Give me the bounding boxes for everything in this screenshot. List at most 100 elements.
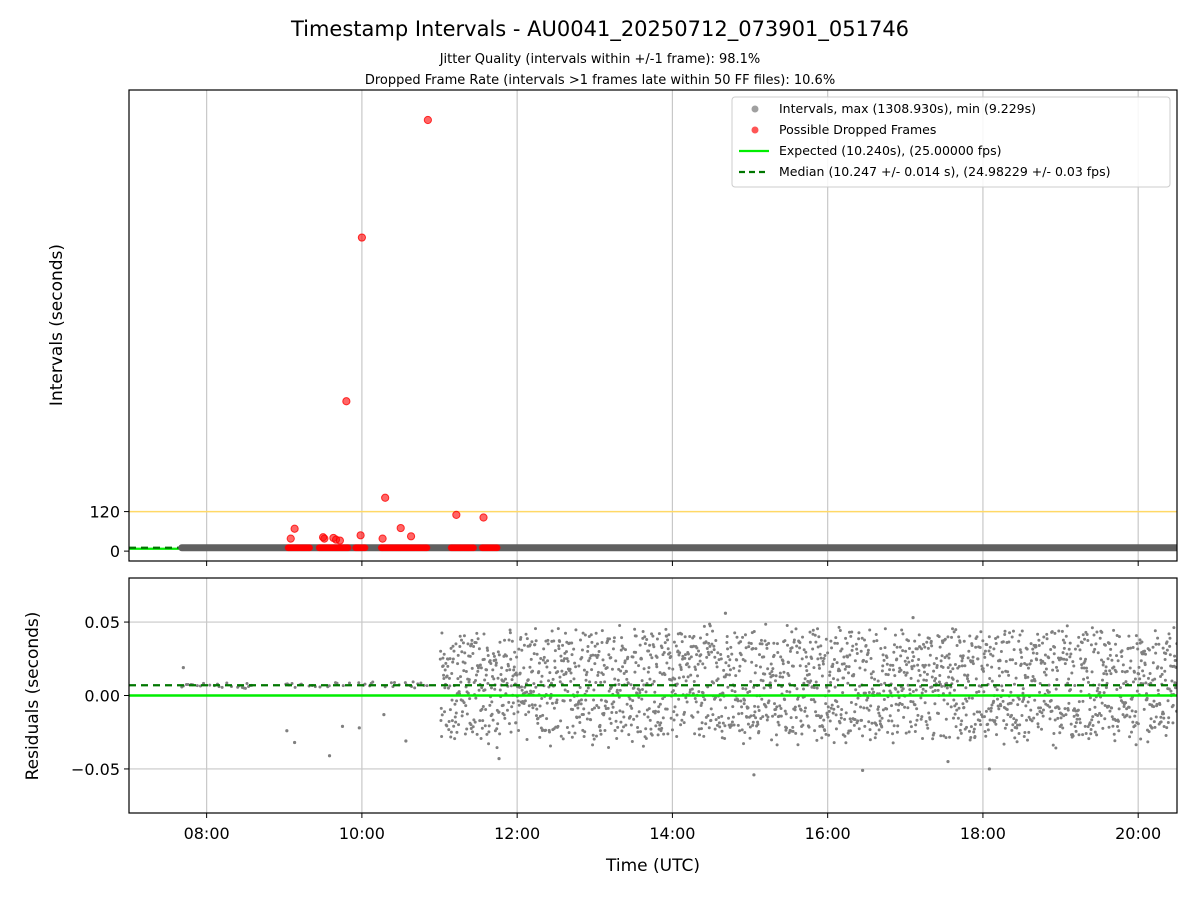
residual-point: [1162, 724, 1166, 728]
residual-point: [978, 710, 982, 714]
residual-point: [441, 656, 445, 660]
residual-point: [939, 734, 943, 738]
residual-point: [618, 624, 622, 628]
residual-point: [648, 677, 652, 681]
residual-point: [1045, 632, 1049, 636]
residual-point: [703, 698, 707, 702]
residual-point: [327, 754, 332, 758]
residual-point: [1138, 677, 1142, 681]
residual-point: [746, 722, 750, 726]
residual-point: [626, 655, 630, 659]
residual-point: [466, 691, 470, 695]
residual-point: [1063, 641, 1067, 645]
residual-point: [902, 670, 906, 674]
residual-point: [1078, 717, 1082, 721]
residual-point: [896, 724, 900, 728]
residual-point: [939, 659, 943, 663]
residual-point: [1151, 661, 1155, 665]
residual-point: [828, 719, 832, 723]
residual-point: [508, 628, 512, 632]
residual-point: [610, 710, 614, 714]
residual-point: [697, 649, 701, 653]
residual-point: [460, 650, 464, 654]
residual-point: [921, 687, 925, 691]
residual-point: [958, 640, 962, 644]
residual-point: [618, 688, 622, 692]
residual-point: [753, 671, 757, 675]
residual-point: [842, 662, 846, 666]
residual-point: [890, 704, 894, 708]
residual-point: [1027, 730, 1031, 734]
residual-point: [1017, 732, 1021, 736]
residual-point: [791, 729, 795, 733]
residual-point: [814, 710, 818, 714]
residual-point: [756, 705, 760, 709]
residual-point: [763, 639, 767, 643]
residual-point: [1165, 640, 1169, 644]
residual-point: [607, 745, 611, 749]
residual-point: [592, 698, 596, 702]
residual-point: [845, 665, 849, 669]
residual-point: [742, 698, 746, 702]
residual-point: [608, 637, 612, 641]
residual-point: [764, 705, 768, 709]
residual-point: [947, 675, 951, 679]
residual-point: [995, 688, 999, 692]
residual-point: [1135, 689, 1139, 693]
residual-point: [849, 700, 853, 704]
residual-point: [1062, 714, 1066, 718]
residual-point: [948, 691, 952, 695]
residual-point: [684, 679, 688, 683]
residual-point: [572, 647, 576, 651]
residual-point: [1031, 674, 1035, 678]
residual-point: [770, 738, 774, 742]
residual-point: [685, 700, 689, 704]
residual-point: [1115, 634, 1119, 638]
residual-point: [865, 698, 869, 702]
residual-point: [614, 711, 618, 715]
residual-point: [636, 726, 640, 730]
residual-point: [585, 717, 589, 721]
residual-point: [563, 631, 567, 635]
residual-point: [1152, 705, 1156, 709]
residual-point: [1131, 680, 1135, 684]
residual-point: [1027, 715, 1031, 719]
residual-point: [915, 718, 919, 722]
residual-point: [592, 688, 596, 692]
residual-point: [714, 718, 718, 722]
residual-point: [903, 659, 907, 663]
residual-point: [590, 708, 594, 712]
residual-point: [838, 721, 842, 725]
residual-point: [1068, 655, 1072, 659]
residual-point: [933, 702, 937, 706]
residual-point: [829, 706, 833, 710]
residual-point: [293, 740, 297, 745]
dropped-frame-point: [381, 493, 390, 502]
residual-point: [698, 659, 702, 663]
residual-point: [619, 720, 623, 724]
residual-point: [966, 656, 970, 660]
residual-point: [449, 735, 453, 739]
residual-point: [1107, 642, 1111, 646]
residual-point: [1121, 713, 1125, 717]
residual-point: [816, 627, 820, 631]
residual-point: [925, 672, 929, 676]
x-tick-label: 18:00: [960, 824, 1006, 843]
residual-point: [599, 732, 603, 736]
residual-point: [761, 715, 765, 719]
residual-point: [899, 654, 903, 658]
residual-point: [1122, 682, 1126, 686]
residual-point: [1155, 702, 1159, 706]
residual-point: [720, 736, 724, 740]
residual-point: [440, 713, 444, 717]
residual-point: [849, 720, 853, 724]
residual-point: [1161, 712, 1165, 716]
residual-point: [754, 664, 758, 668]
residual-point: [1167, 716, 1171, 720]
residual-point: [879, 683, 883, 687]
residual-point: [739, 653, 743, 657]
residual-point: [467, 678, 471, 682]
residual-point: [593, 662, 597, 666]
residual-point: [1145, 696, 1149, 700]
residual-point: [517, 703, 521, 707]
